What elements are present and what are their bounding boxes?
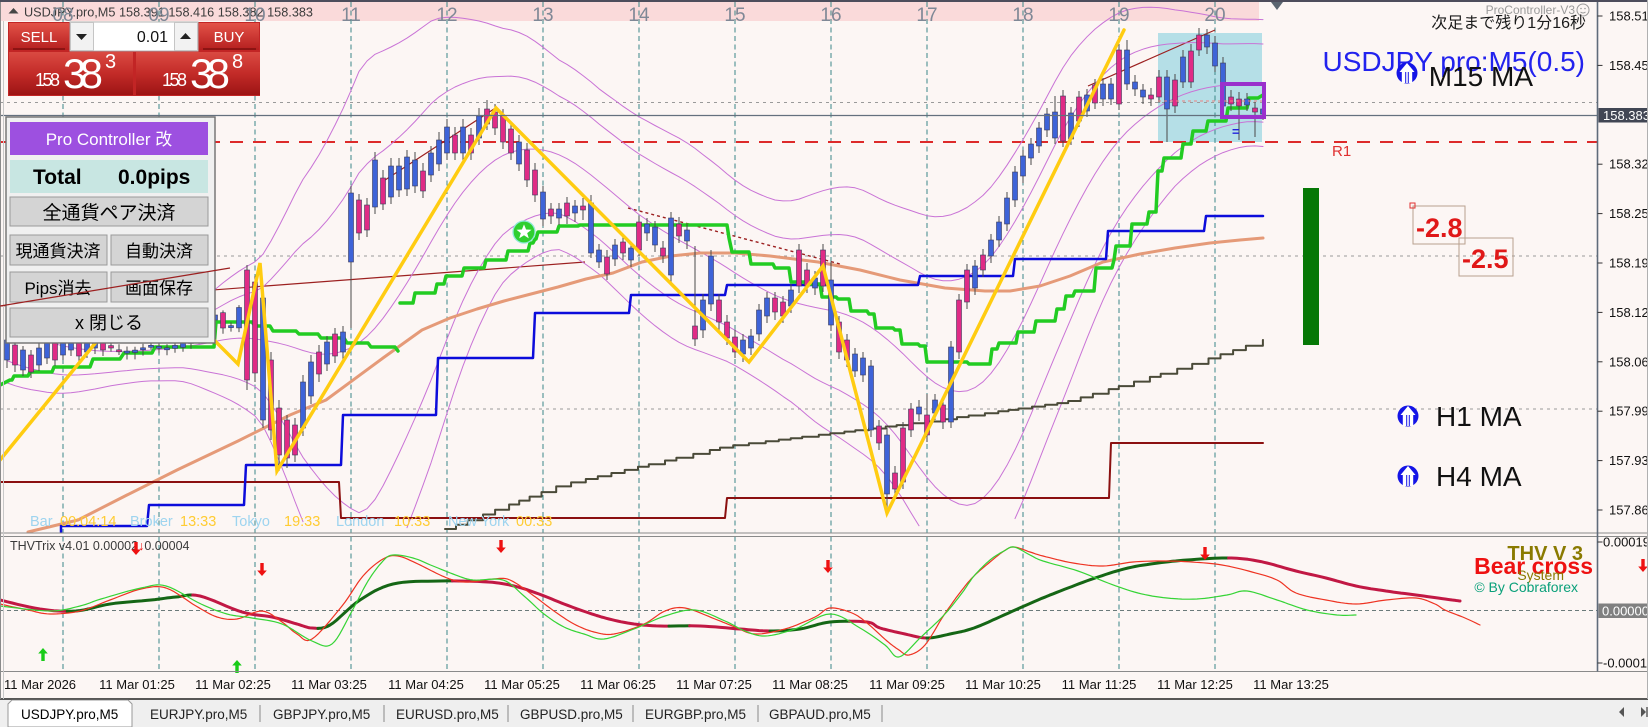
svg-text:157.995: 157.995 — [1609, 404, 1648, 419]
svg-text:11 Mar 13:25: 11 Mar 13:25 — [1253, 677, 1329, 692]
svg-text:現通貨決済: 現通貨決済 — [16, 242, 101, 261]
svg-text:M15 MA: M15 MA — [1429, 61, 1534, 92]
svg-text:THV V 3: THV V 3 — [1507, 543, 1583, 565]
svg-text:19: 19 — [1108, 5, 1129, 26]
svg-text:Pips消去: Pips消去 — [24, 279, 91, 298]
svg-text:=: = — [1232, 124, 1240, 139]
svg-text:158.060: 158.060 — [1609, 354, 1648, 369]
svg-text:-0.00015: -0.00015 — [1603, 656, 1648, 671]
svg-text:Bear cross: Bear cross — [1474, 553, 1593, 579]
svg-text:BUY: BUY — [214, 29, 245, 46]
svg-text:EURGBP.pro,M5: EURGBP.pro,M5 — [645, 707, 746, 722]
svg-text:11 Mar 2026: 11 Mar 2026 — [4, 677, 76, 692]
svg-text:11 Mar 06:25: 11 Mar 06:25 — [580, 677, 656, 692]
svg-text:158.125: 158.125 — [1609, 305, 1648, 320]
svg-text:10: 10 — [244, 5, 265, 26]
svg-text:© By Cobraforex: © By Cobraforex — [1474, 579, 1578, 595]
svg-text:11 Mar 02:25: 11 Mar 02:25 — [195, 677, 271, 692]
svg-text:次足まで残り1分16秒: 次足まで残り1分16秒 — [1431, 14, 1586, 32]
svg-text:GBPJPY.pro,M5: GBPJPY.pro,M5 — [273, 707, 370, 722]
svg-text:158.190: 158.190 — [1609, 256, 1648, 271]
svg-text:11 Mar 03:25: 11 Mar 03:25 — [291, 677, 367, 692]
svg-text:11 Mar 01:25: 11 Mar 01:25 — [99, 677, 175, 692]
svg-text:11 Mar 07:25: 11 Mar 07:25 — [676, 677, 752, 692]
svg-text:8: 8 — [232, 51, 243, 73]
svg-text:-2.8: -2.8 — [1416, 213, 1463, 243]
svg-text:EURJPY.pro,M5: EURJPY.pro,M5 — [150, 707, 247, 722]
svg-text:11 Mar 04:25: 11 Mar 04:25 — [388, 677, 464, 692]
svg-text:USDJPY.pro,M5: USDJPY.pro,M5 — [21, 707, 118, 722]
svg-text:158: 158 — [35, 70, 60, 90]
svg-text:15: 15 — [724, 5, 745, 26]
svg-text:11 Mar 05:25: 11 Mar 05:25 — [484, 677, 560, 692]
svg-text:THVTrix v4.01 0.00002↓0.00004: THVTrix v4.01 0.00002↓0.00004 — [10, 539, 190, 553]
svg-text:USDJPY.pro,M5 158.391 158.416: USDJPY.pro,M5 158.391 158.416 158.382 15… — [24, 6, 313, 20]
svg-text:H1 MA: H1 MA — [1436, 401, 1522, 432]
svg-text:11 Mar 12:25: 11 Mar 12:25 — [1157, 677, 1233, 692]
svg-text:3: 3 — [105, 51, 116, 73]
svg-text:GBPUSD.pro,M5: GBPUSD.pro,M5 — [520, 707, 623, 722]
svg-text:158.255: 158.255 — [1609, 206, 1648, 221]
svg-text:11 Mar 11:25: 11 Mar 11:25 — [1062, 677, 1137, 692]
svg-text:157.865: 157.865 — [1609, 503, 1648, 518]
svg-text:0.00000: 0.00000 — [1602, 604, 1648, 619]
svg-text:158.515: 158.515 — [1609, 9, 1648, 24]
svg-text:158.383: 158.383 — [1603, 108, 1648, 123]
svg-text:157.930: 157.930 — [1609, 453, 1648, 468]
svg-text:12: 12 — [436, 5, 457, 26]
svg-text:x 閉じる: x 閉じる — [75, 313, 143, 333]
svg-text:09: 09 — [148, 5, 169, 26]
svg-text:20: 20 — [1204, 5, 1225, 26]
svg-text:全通貨ペア決済: 全通貨ペア決済 — [42, 202, 175, 224]
svg-text:13: 13 — [532, 5, 553, 26]
svg-text:158: 158 — [162, 70, 187, 90]
svg-text:0.00019: 0.00019 — [1603, 535, 1648, 550]
svg-text:GBPAUD.pro,M5: GBPAUD.pro,M5 — [769, 707, 871, 722]
svg-text:158.450: 158.450 — [1609, 58, 1648, 73]
svg-text:System: System — [1517, 567, 1564, 583]
svg-text:11 Mar 09:25: 11 Mar 09:25 — [869, 677, 945, 692]
svg-text:08: 08 — [52, 5, 73, 26]
svg-text:11: 11 — [341, 5, 361, 26]
svg-text:Pro Controller 改: Pro Controller 改 — [46, 130, 173, 149]
svg-text:自動決済: 自動決済 — [125, 242, 193, 261]
svg-text:-2.5: -2.5 — [1462, 244, 1509, 274]
svg-text:17: 17 — [916, 5, 937, 26]
svg-text:EURUSD.pro,M5: EURUSD.pro,M5 — [396, 707, 499, 722]
svg-text:38: 38 — [190, 50, 230, 97]
svg-text:11 Mar 08:25: 11 Mar 08:25 — [772, 677, 848, 692]
svg-text:ProController-V3: ProController-V3 — [1486, 3, 1576, 17]
svg-text:0.01: 0.01 — [137, 29, 168, 46]
svg-text:USDJPY pro:M5(0.5): USDJPY pro:M5(0.5) — [1323, 46, 1585, 77]
svg-text:画面保存: 画面保存 — [125, 279, 193, 298]
svg-text:11 Mar 10:25: 11 Mar 10:25 — [965, 677, 1041, 692]
svg-text:14: 14 — [628, 5, 650, 26]
svg-text:SELL: SELL — [21, 29, 58, 46]
svg-text:38: 38 — [63, 50, 103, 97]
svg-text:H4 MA: H4 MA — [1436, 461, 1522, 492]
svg-text:16: 16 — [820, 5, 841, 26]
svg-text:158.320: 158.320 — [1609, 157, 1648, 172]
svg-text:R1: R1 — [1332, 143, 1351, 160]
svg-text:18: 18 — [1012, 5, 1033, 26]
